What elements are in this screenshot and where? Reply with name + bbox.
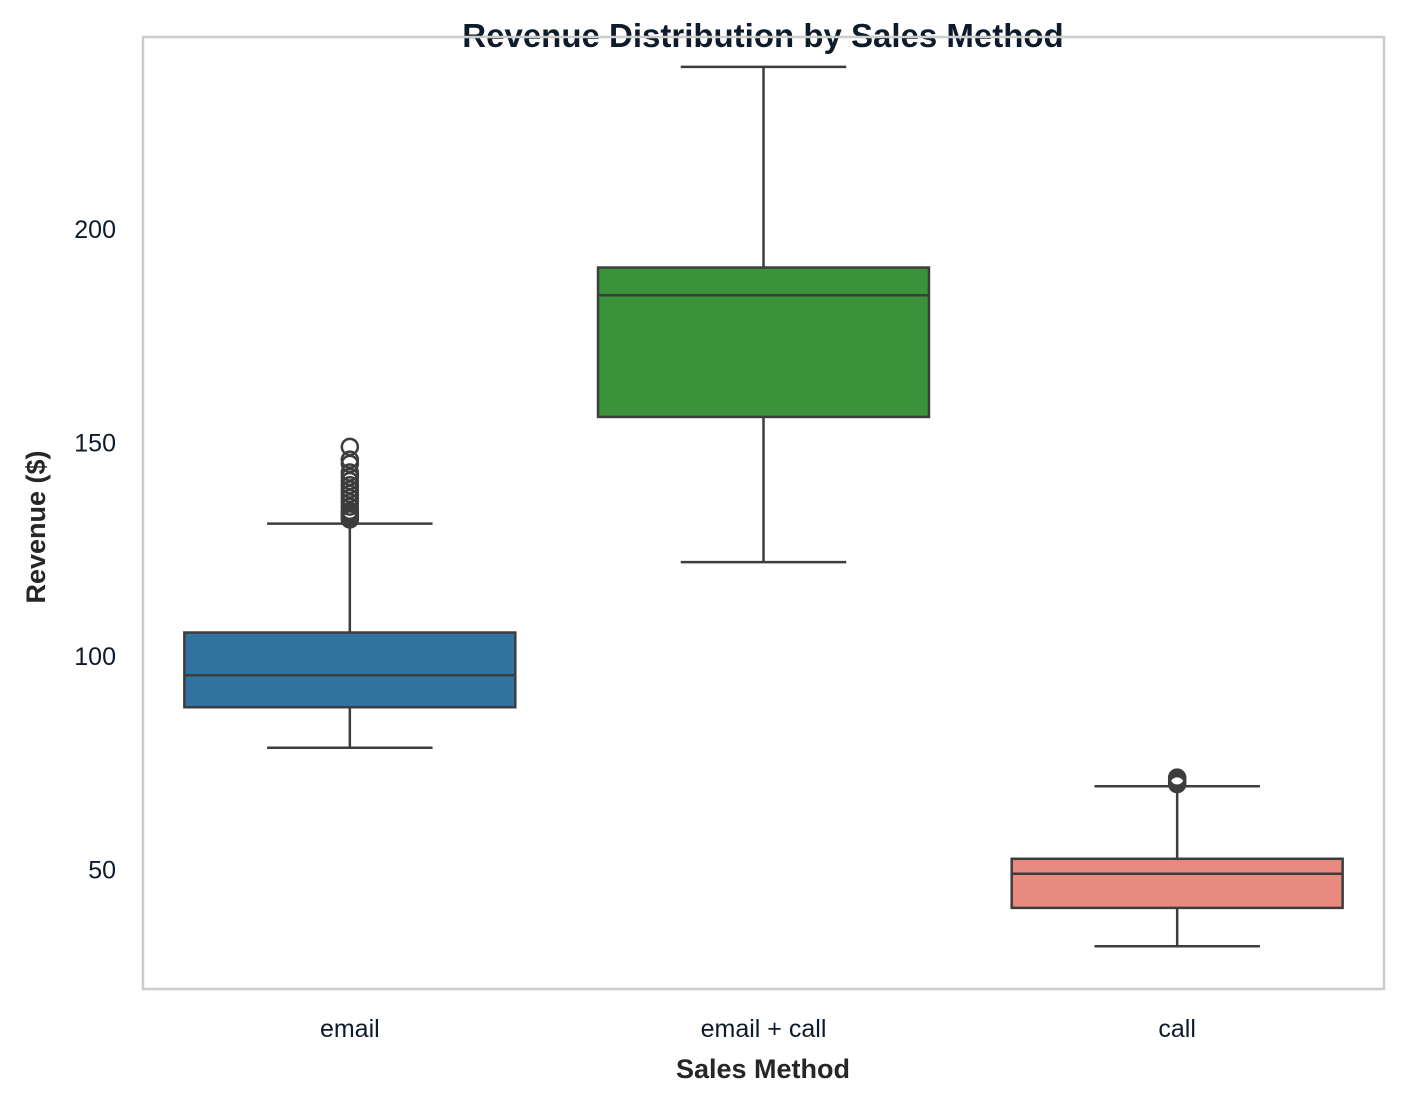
plot-frame [141,35,1386,991]
y-tick-label: 150 [74,430,116,458]
outlier-point [340,437,360,457]
x-tick-label: call [1158,1015,1196,1043]
box-iqr [183,631,517,709]
x-tick-label: email + call [701,1015,827,1043]
y-axis-ticks: 50 100 150 200 [74,216,116,884]
y-tick-label: 100 [74,643,116,671]
box-iqr [1010,857,1344,910]
box-iqr [596,266,931,419]
x-axis-label: Sales Method [676,1054,850,1084]
outlier-point [340,463,360,482]
box-group-2 [596,65,931,564]
y-tick-label: 50 [88,856,116,884]
y-tick-label: 200 [74,216,116,244]
x-tick-label: email [320,1015,380,1043]
x-axis-ticks: email email + call call [320,1015,1196,1043]
box-group-3 [1010,768,1344,948]
outlier-point [1167,768,1187,787]
outlier-point [340,450,360,469]
box-group-1 [183,437,517,750]
chart-title: Revenue Distribution by Sales Method [462,17,1063,54]
boxes-layer [183,65,1344,948]
y-axis-label: Revenue ($) [21,450,51,603]
